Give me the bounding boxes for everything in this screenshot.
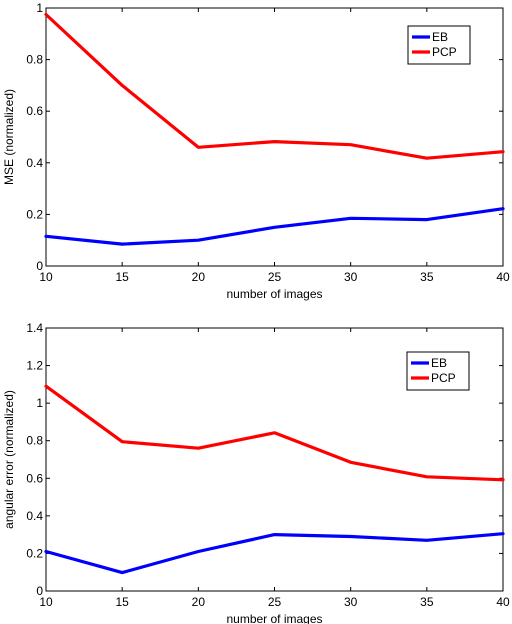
legend-box (407, 25, 471, 65)
y-tick-label: 0.4 (26, 509, 43, 523)
y-tick-label: 0.2 (26, 546, 43, 560)
legend-label-pcp: PCP (431, 371, 456, 385)
x-tick-label: 25 (268, 270, 282, 284)
x-tick-label: 20 (192, 595, 206, 609)
y-tick-label: 0 (36, 584, 43, 598)
y-tick-label: 0.6 (26, 471, 43, 485)
x-tick-label: 40 (496, 270, 510, 284)
x-tick-label: 35 (420, 595, 434, 609)
x-axis-title: number of images (226, 287, 322, 301)
y-tick-label: 0 (36, 259, 43, 273)
x-tick-label: 15 (115, 595, 129, 609)
y-tick-label: 1.4 (26, 321, 43, 335)
y-tick-label: 0.2 (26, 207, 43, 221)
y-tick-label: 1 (36, 396, 43, 410)
x-tick-label: 30 (344, 595, 358, 609)
x-tick-label: 10 (39, 270, 53, 284)
legend-label-eb: EB (432, 30, 448, 44)
x-tick-label: 15 (115, 270, 129, 284)
chart-panel-1: 10 15 20 25 30 35 40 0 0.2 0.4 0.6 0.8 1 number of im… (2, 1, 510, 301)
chart-panel-2: 10 15 20 25 30 35 40 0 0.2 0.4 0.6 0.8 1 1.2 1.4 number… (2, 321, 510, 624)
y-tick-label: 1.2 (26, 359, 43, 373)
x-tick-label: 40 (496, 595, 510, 609)
x-tick-label: 20 (192, 270, 206, 284)
legend-box (406, 351, 470, 391)
series-line-pcp (44, 384, 505, 482)
series-line-pcp (44, 12, 505, 160)
y-tick-label: 0.8 (26, 53, 43, 67)
x-axis-title: number of images (226, 612, 322, 624)
y-tick-label: 0.4 (26, 156, 43, 170)
y-tick-label: 0.8 (26, 434, 43, 448)
y-tick-label: 0.6 (26, 104, 43, 118)
x-tick-label: 35 (420, 270, 434, 284)
y-tick-label: 1 (36, 1, 43, 15)
legend-label-pcp: PCP (432, 45, 457, 59)
series-line-eb (44, 532, 505, 575)
y-axis-title: MSE (normalized) (2, 89, 16, 185)
x-tick-label: 10 (39, 595, 53, 609)
x-tick-label: 25 (268, 595, 282, 609)
x-tick-label: 30 (344, 270, 358, 284)
y-axis-title: angular error (normalized) (2, 390, 16, 529)
legend-label-eb: EB (431, 356, 447, 370)
series-line-eb (44, 207, 505, 246)
